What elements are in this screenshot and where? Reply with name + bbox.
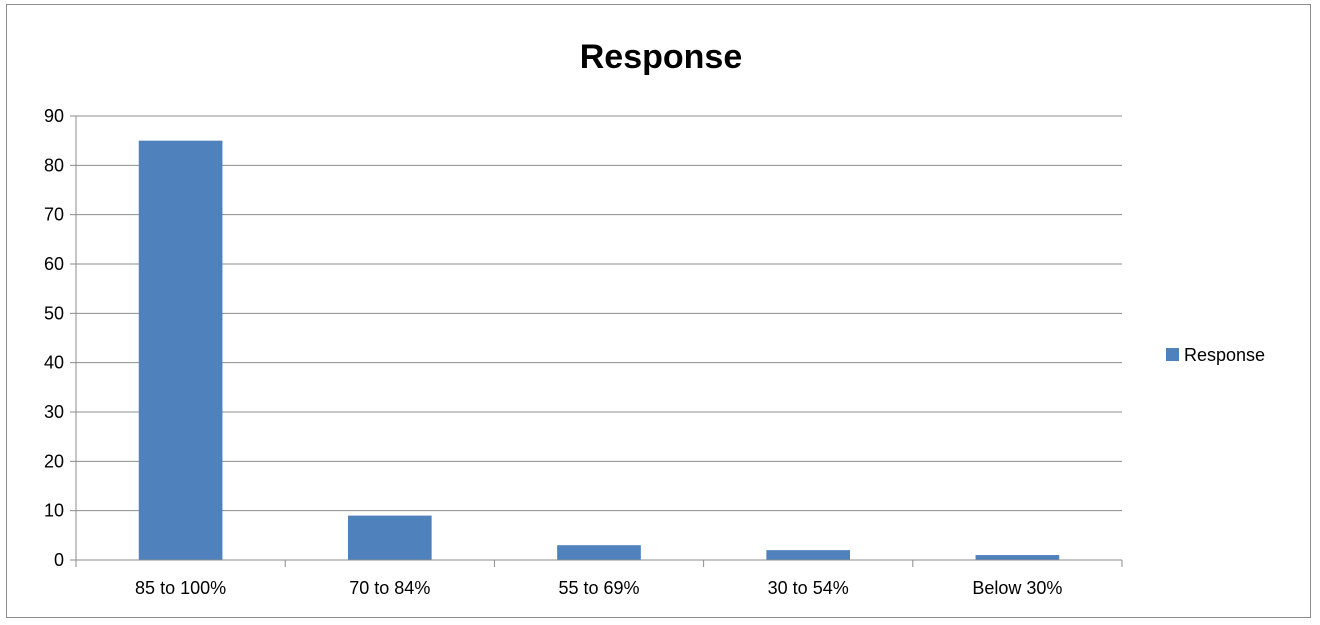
chart-frame [6, 4, 1311, 618]
y-tick-label: 50 [44, 303, 64, 323]
y-tick-label: 0 [54, 550, 64, 570]
bar [138, 140, 223, 560]
x-tick-label: Below 30% [972, 578, 1062, 598]
y-tick-label: 20 [44, 451, 64, 471]
y-tick-label: 10 [44, 501, 64, 521]
y-tick-label: 40 [44, 353, 64, 373]
y-tick-label: 30 [44, 402, 64, 422]
y-tick-label: 90 [44, 106, 64, 126]
y-tick-label: 80 [44, 155, 64, 175]
axes: 0 10 20 30 40 50 60 70 80 90 85 to 100% 70 to 84% 55… [44, 106, 1123, 598]
bar [347, 515, 432, 560]
x-tick-label: 85 to 100% [135, 578, 226, 598]
chart-title: Response [580, 38, 743, 76]
bar [766, 550, 851, 560]
gridlines [76, 115, 1122, 512]
y-tick-label: 70 [44, 205, 64, 225]
bars [138, 140, 1060, 560]
legend-label-response: Response [1184, 345, 1265, 365]
x-tick-label: 55 to 69% [558, 578, 639, 598]
bar [975, 555, 1060, 560]
x-tick-label: 70 to 84% [349, 578, 430, 598]
legend-swatch-response [1166, 348, 1179, 361]
x-tick-label: 30 to 54% [768, 578, 849, 598]
legend: Response [1166, 345, 1265, 365]
bar [557, 545, 641, 560]
y-tick-label: 60 [44, 254, 64, 274]
